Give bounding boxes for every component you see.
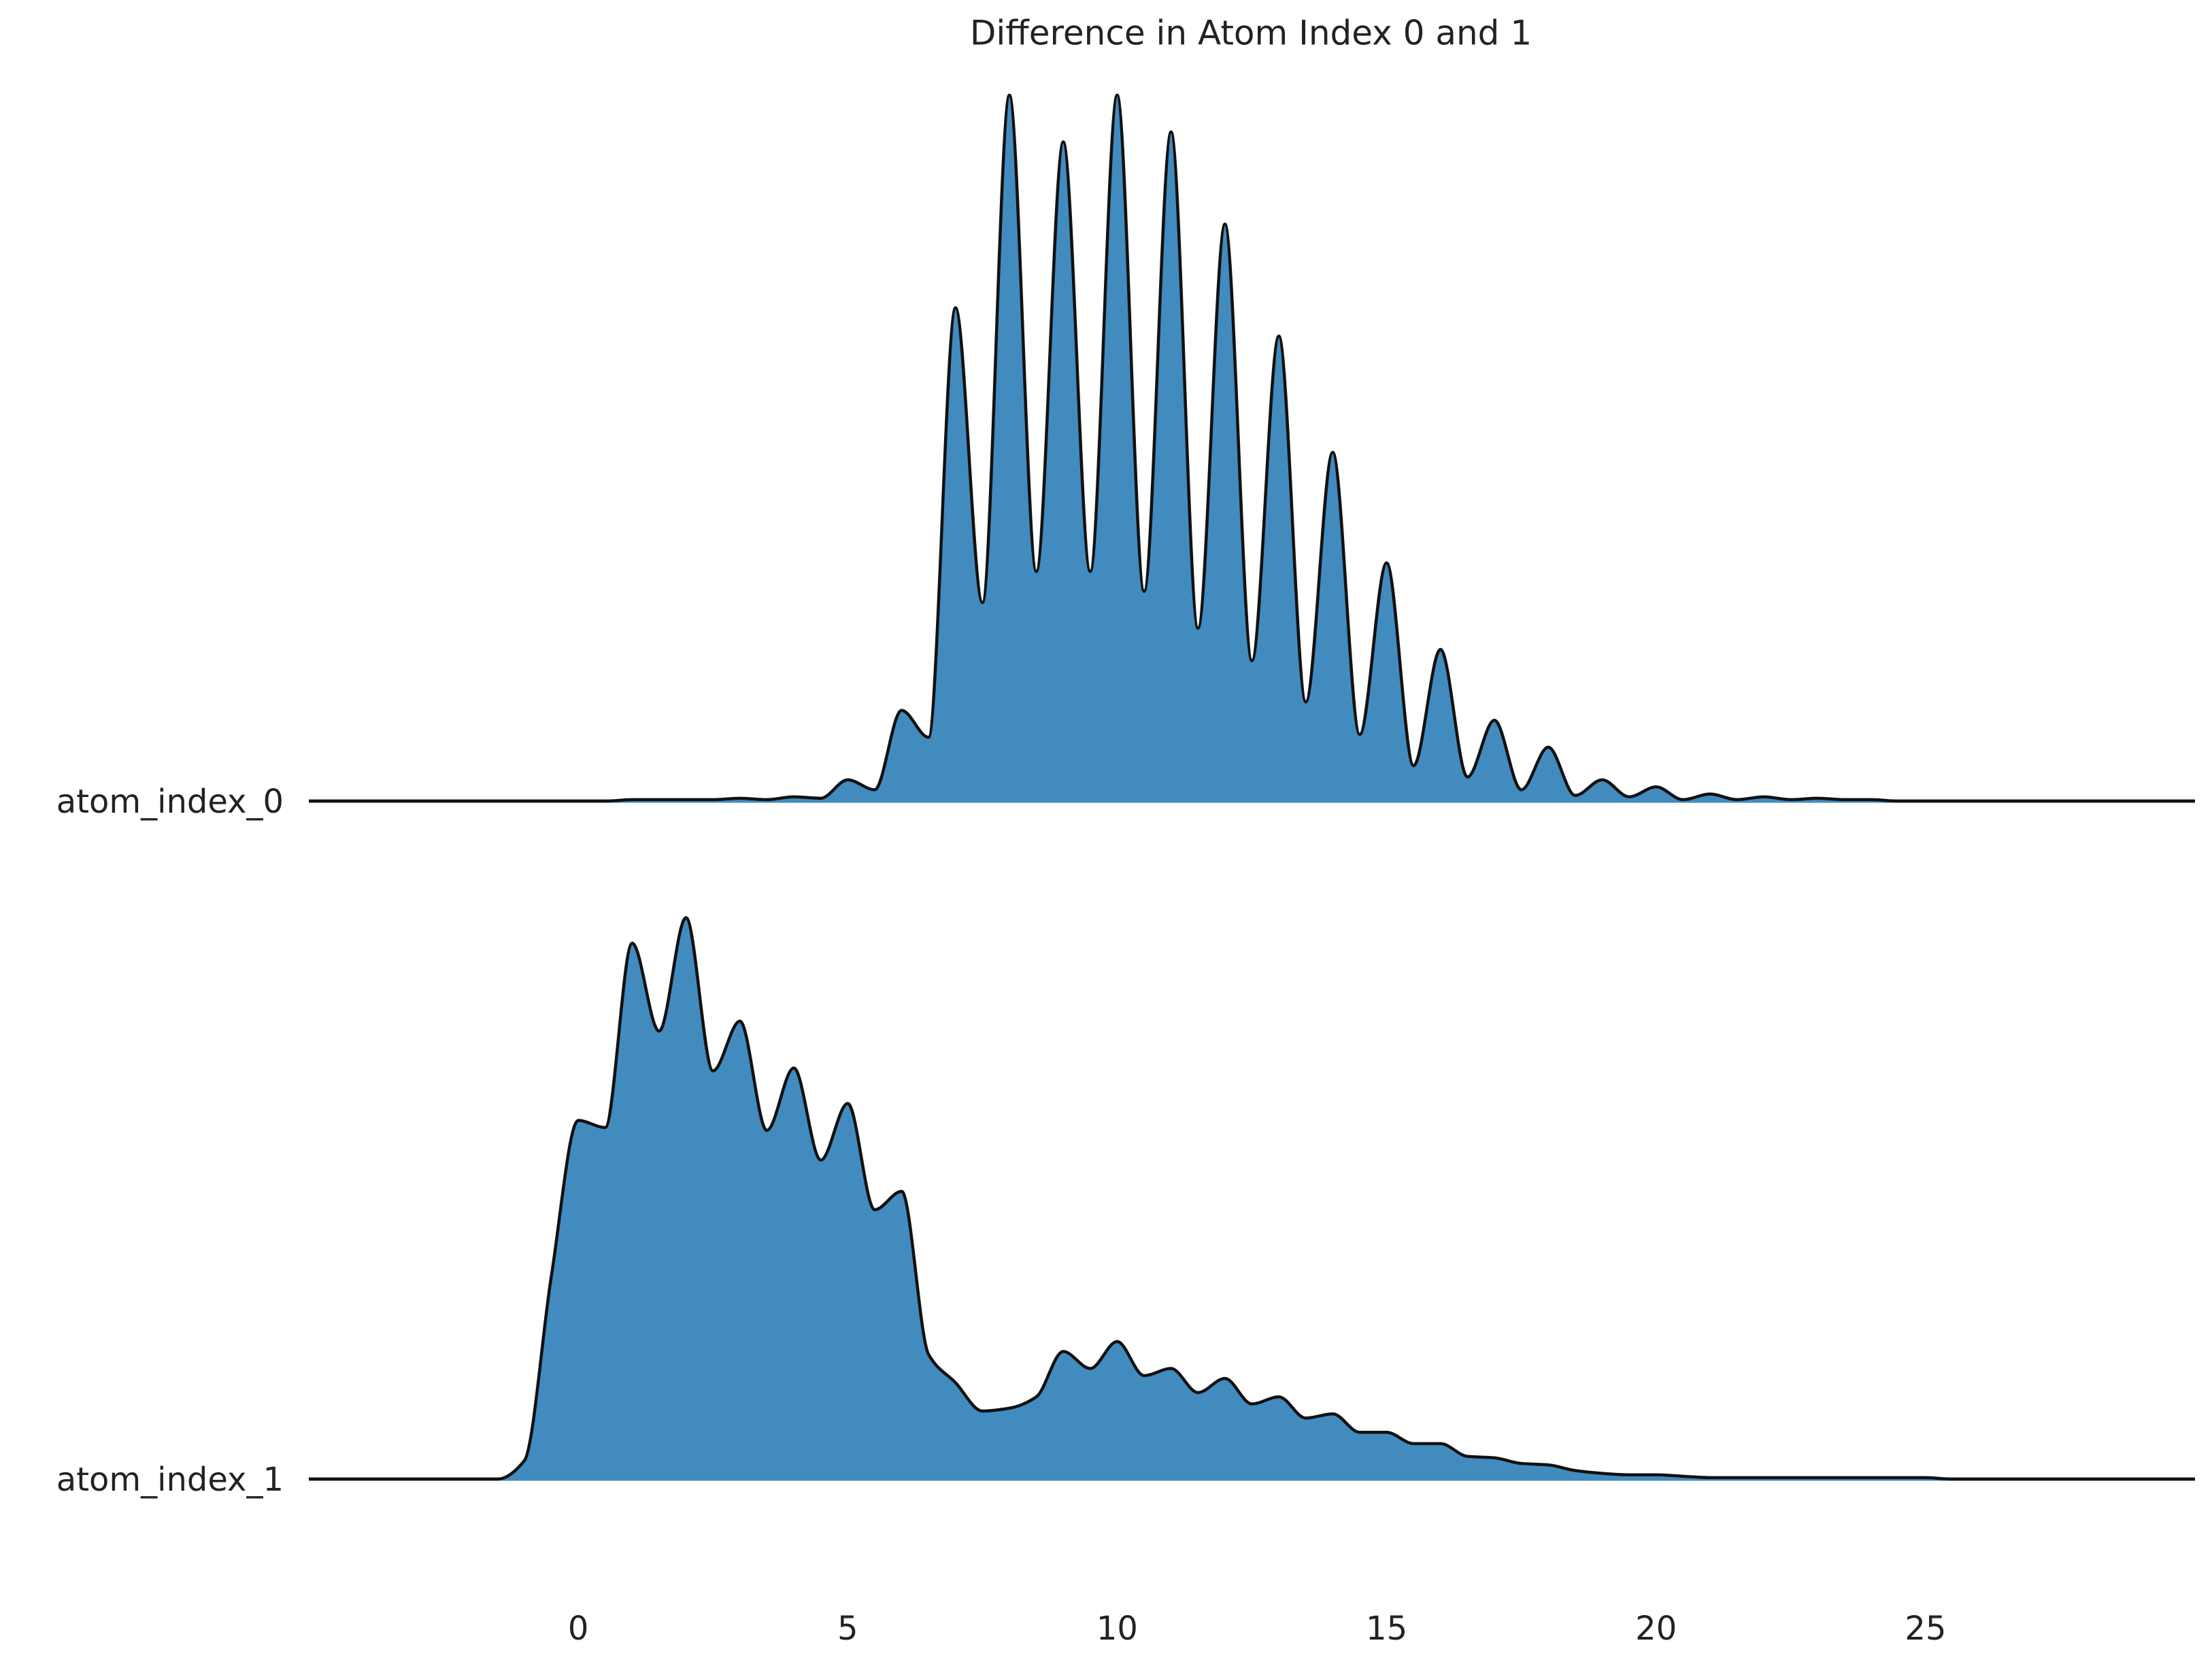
x-tick-label: 25 [1905, 1610, 1946, 1648]
ridge-label: atom_index_0 [56, 783, 284, 821]
x-tick-label: 10 [1096, 1610, 1138, 1648]
x-tick-label: 20 [1635, 1610, 1677, 1648]
ridge-area [309, 95, 2195, 801]
ridge-label: atom_index_1 [56, 1461, 284, 1499]
x-tick-label: 5 [837, 1610, 858, 1648]
ridge-outline [308, 916, 2195, 1481]
x-tick-label: 0 [568, 1610, 589, 1648]
ridge-outline [309, 93, 2195, 803]
chart-title: Difference in Atom Index 0 and 1 [970, 14, 1532, 53]
ridge-area [309, 917, 2195, 1479]
x-tick-label: 15 [1366, 1610, 1407, 1648]
